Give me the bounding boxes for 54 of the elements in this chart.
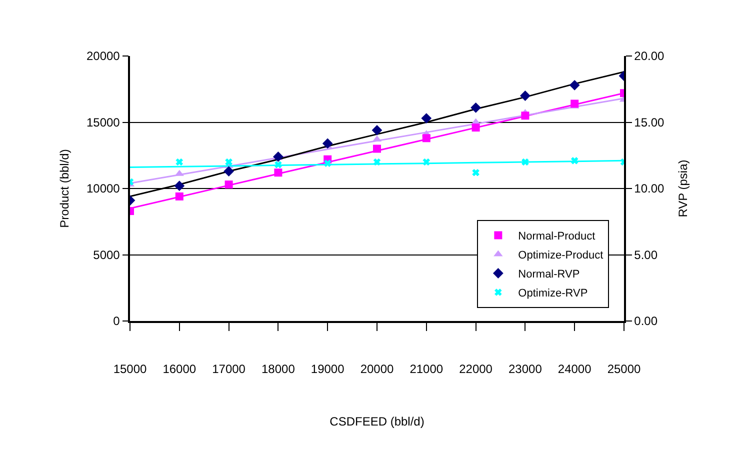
x-tick-label: 22000 <box>459 362 493 376</box>
point <box>224 180 233 189</box>
legend-label: Optimize-RVP <box>518 288 588 300</box>
point <box>175 192 184 200</box>
y-tick-label: 5000 <box>93 248 120 262</box>
point <box>570 157 578 164</box>
x-tick-label: 18000 <box>262 362 296 376</box>
y2-tick-label: 15.00 <box>634 115 665 130</box>
x-tick-label: 21000 <box>410 362 444 376</box>
x-axis-title: CSDFEED (bbl/d) <box>330 414 424 429</box>
x-tick-label: 25000 <box>607 362 642 376</box>
point <box>522 158 529 166</box>
x-tick-label: 23000 <box>508 362 542 376</box>
point <box>174 180 185 192</box>
x-tick-label: 24000 <box>558 362 592 376</box>
y2-tick-label: 20.00 <box>634 49 665 64</box>
y-axis-title: Product (bbl/d) <box>57 149 72 228</box>
x-tick-label: 17000 <box>212 362 246 376</box>
y2-tick-label: 0.00 <box>634 314 658 328</box>
point <box>472 124 480 132</box>
point <box>520 90 530 101</box>
point <box>470 102 481 113</box>
point <box>225 158 232 166</box>
y-tick-label: 10000 <box>86 182 120 196</box>
point <box>373 158 381 166</box>
x-tick-label: 20000 <box>360 362 394 376</box>
point <box>373 144 381 153</box>
point <box>324 160 332 167</box>
legend-label: Normal-Product <box>518 230 596 243</box>
x-tick-label: 19000 <box>310 362 345 376</box>
y-tick-label: 15000 <box>86 115 120 130</box>
point <box>224 166 234 176</box>
point <box>421 113 432 124</box>
point <box>176 158 184 166</box>
y2-tick-label: 5.00 <box>634 248 658 262</box>
legend-label: Optimize-Product <box>518 250 604 262</box>
point <box>422 158 430 166</box>
point <box>273 152 284 162</box>
point <box>372 125 382 136</box>
point <box>521 112 530 120</box>
x-tick-label: 15000 <box>113 362 148 376</box>
point <box>569 80 580 90</box>
point <box>472 168 480 176</box>
point <box>274 161 282 168</box>
y-tick-label: 0 <box>113 314 120 328</box>
point <box>422 134 430 142</box>
y2-tick-label: 10.00 <box>634 182 665 196</box>
legend-label: Normal-RVP <box>518 268 580 281</box>
y-tick-label: 20000 <box>86 49 120 64</box>
y2-axis-title: RVP (psia) <box>676 160 690 218</box>
point <box>322 138 333 149</box>
x-tick-label: 16000 <box>162 362 196 376</box>
point <box>274 168 282 177</box>
point <box>570 100 579 108</box>
